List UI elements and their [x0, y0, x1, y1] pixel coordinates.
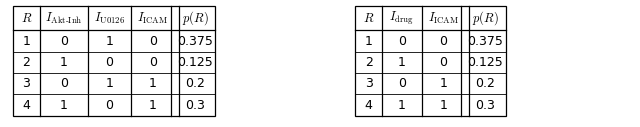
Text: 0.125: 0.125	[177, 56, 212, 69]
Text: 4: 4	[22, 99, 30, 112]
Text: $I_{\mathrm{ICAM}}$: $I_{\mathrm{ICAM}}$	[428, 11, 459, 26]
Text: 1: 1	[440, 77, 447, 90]
Text: $p(R)$: $p(R)$	[182, 9, 208, 27]
Text: 0.125: 0.125	[468, 56, 503, 69]
Text: $R$: $R$	[363, 12, 374, 25]
Text: 1: 1	[60, 56, 68, 69]
Text: 0.3: 0.3	[476, 99, 495, 112]
Text: $I_{\mathrm{ICAM}}$: $I_{\mathrm{ICAM}}$	[138, 11, 168, 26]
Text: 1: 1	[22, 35, 30, 48]
Text: 0: 0	[398, 35, 406, 48]
Text: 0: 0	[440, 35, 447, 48]
Text: 0: 0	[60, 77, 68, 90]
Text: 0.3: 0.3	[185, 99, 205, 112]
Text: 0: 0	[440, 56, 447, 69]
Text: 0: 0	[106, 56, 113, 69]
Text: $I_{\mathrm{Akt\text{-}Inh}}$: $I_{\mathrm{Akt\text{-}Inh}}$	[45, 11, 83, 26]
Text: 3: 3	[365, 77, 372, 90]
Text: 0: 0	[149, 56, 157, 69]
Text: 1: 1	[440, 99, 447, 112]
Text: 1: 1	[398, 56, 406, 69]
Text: $p(R)$: $p(R)$	[472, 9, 499, 27]
Text: $I_{\mathrm{U0126}}$: $I_{\mathrm{U0126}}$	[94, 11, 125, 26]
Bar	[355, 6, 506, 116]
Text: 1: 1	[149, 77, 157, 90]
Text: 1: 1	[60, 99, 68, 112]
Text: 2: 2	[365, 56, 372, 69]
Text: 0.2: 0.2	[476, 77, 495, 90]
Bar	[13, 6, 215, 116]
Text: 4: 4	[365, 99, 372, 112]
Text: 0: 0	[149, 35, 157, 48]
Text: 3: 3	[22, 77, 30, 90]
Text: 1: 1	[149, 99, 157, 112]
Text: 0: 0	[398, 77, 406, 90]
Text: 1: 1	[398, 99, 406, 112]
Text: $I_{\mathrm{drug}}$: $I_{\mathrm{drug}}$	[390, 10, 414, 27]
Text: 0.375: 0.375	[467, 35, 504, 48]
Text: 1: 1	[106, 35, 113, 48]
Text: 1: 1	[106, 77, 113, 90]
Text: 0: 0	[106, 99, 113, 112]
Text: 1: 1	[365, 35, 372, 48]
Text: 0.2: 0.2	[185, 77, 205, 90]
Text: 0.375: 0.375	[177, 35, 213, 48]
Text: 0: 0	[60, 35, 68, 48]
Text: $R$: $R$	[20, 12, 32, 25]
Text: 2: 2	[22, 56, 30, 69]
